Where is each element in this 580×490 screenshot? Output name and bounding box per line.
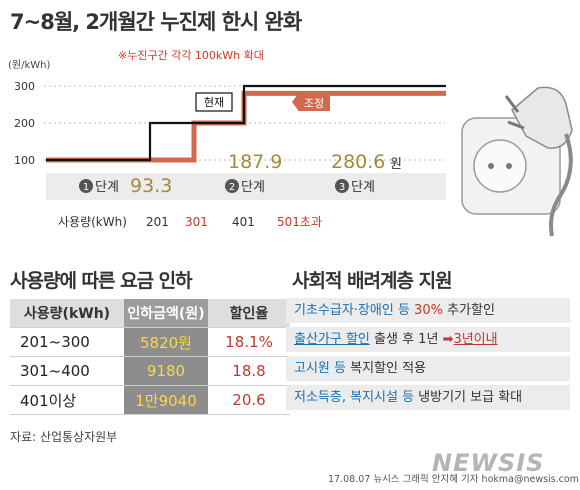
credit-line: 17.08.07 뉴시스 그래픽 안지혜 기자 hokma@newsis.com [328, 474, 579, 485]
support-item-lowincome: 저소득층, 복지시설 등 냉방기기 보급 확대 [286, 385, 570, 410]
tier-3-num: 3 [339, 182, 345, 193]
tier-3: 280.6 원 3 단계 [331, 151, 402, 195]
tier-3-price: 280.6 [331, 151, 385, 173]
tier-1-badge [79, 179, 93, 193]
rate-table: 사용량(kWh) 인하금액(원) 할인율 201~300 5820원 18.1%… [10, 299, 290, 415]
tier-2-price: 187.9 [228, 151, 282, 173]
x-tick-201: 201 [146, 215, 169, 229]
y-tick-300: 300 [14, 80, 35, 93]
row-rate: 20.6 [208, 385, 290, 415]
socket-hole-right [506, 163, 512, 169]
legend-adjusted-box [298, 94, 330, 111]
plug-pin-lower [507, 120, 525, 130]
plug-socket-illustration [461, 86, 573, 237]
tier-3-unit: 원 [390, 157, 402, 172]
legend-adjusted: 조정 [304, 97, 324, 110]
table-row: 401이상 1만9040 20.6 [10, 385, 290, 415]
arrow-right-icon: ➡ [442, 332, 454, 347]
source-note: 자료: 산업통상자원부 [10, 430, 118, 444]
row-amount: 9180 [124, 356, 208, 386]
x-tick-401: 401 [232, 215, 255, 229]
support-item-gosiwon-target: 고시원 등 [294, 361, 346, 376]
chart-note: ※누진구간 각각 100kWh 확대 [118, 49, 264, 62]
tier-1-word: 단계 [95, 180, 119, 195]
support-item-basic: 기초수급자·장애인 등 30% 추가할인 [286, 298, 570, 323]
socket-face [473, 139, 527, 193]
tier-1-price: 93.3 [130, 175, 172, 197]
table-row: 301~400 9180 18.8 [10, 356, 290, 386]
page-title: 7~8월, 2개월간 누진제 한시 완화 [10, 10, 302, 34]
support-item-gosiwon-desc: 복지할인 적용 [345, 361, 427, 376]
row-amount: 5820원 [124, 327, 208, 357]
plug-cable [549, 133, 573, 237]
rate-table-header: 사용량(kWh) 인하금액(원) 할인율 [10, 299, 290, 328]
legend-current-box [195, 92, 233, 112]
tier-1: 1 단계 93.3 [79, 175, 172, 197]
support-item-basic-desc: 추가할인 [442, 303, 495, 318]
plug-body [511, 86, 573, 149]
series-line-current [46, 84, 446, 162]
plug-pin-upper [504, 95, 520, 113]
tier-chart: (원/kWh) 300 200 100 현재 조정 1 단계 93.3 187.… [8, 59, 573, 237]
x-tick-501: 501초과 [277, 215, 322, 229]
support-item-basic-target: 기초수급자·장애인 등 [294, 303, 415, 318]
support-item-birth-new: 3년이내 [453, 332, 498, 347]
row-amount: 1만9040 [124, 385, 208, 415]
legend-current: 현재 [204, 96, 224, 109]
series-line-adjusted [46, 90, 446, 163]
rate-section-title: 사용량에 따른 요금 인하 [10, 270, 193, 292]
y-axis-label: (원/kWh) [8, 59, 50, 71]
support-item-lowincome-target: 저소득층, 복지시설 등 [294, 390, 415, 405]
support-item-gosiwon: 고시원 등 복지할인 적용 [286, 356, 570, 381]
y-tick-100: 100 [14, 154, 35, 167]
support-item-birth-desc: 출생 후 1년 [369, 332, 443, 347]
row-range: 401이상 [10, 385, 124, 415]
y-tick-200: 200 [14, 117, 35, 130]
support-section-title: 사회적 배려계층 지원 [292, 270, 453, 292]
tier-2: 187.9 2 단계 [225, 151, 282, 195]
x-axis-label: 사용량(kWh) [58, 215, 127, 229]
table-row: 201~300 5820원 18.1% [10, 327, 290, 357]
header-rate: 할인율 [208, 299, 290, 328]
tier-2-word: 단계 [241, 180, 265, 195]
support-item-birth-target: 출산가구 할인 [294, 332, 370, 347]
tier-2-badge [225, 179, 239, 193]
row-range: 201~300 [10, 327, 124, 357]
support-item-lowincome-desc: 냉방기기 보급 확대 [414, 390, 523, 405]
tier-band [46, 173, 446, 200]
legend-adjusted-pointer [292, 94, 298, 110]
support-item-basic-pct: 30% [414, 303, 443, 318]
tier-1-num: 1 [83, 182, 89, 193]
row-rate: 18.1% [208, 327, 290, 357]
support-item-birth: 출산가구 할인 출생 후 1년 ➡3년이내 [286, 327, 570, 352]
row-range: 301~400 [10, 356, 124, 386]
row-rate: 18.8 [208, 356, 290, 386]
header-usage: 사용량(kWh) [10, 299, 124, 328]
header-amount: 인하금액(원) [124, 299, 208, 328]
tier-3-badge [335, 179, 349, 193]
socket-hole-left [488, 163, 494, 169]
x-tick-301: 301 [185, 215, 208, 229]
tier-3-word: 단계 [351, 180, 375, 195]
newsis-logo: NEWSIS [432, 449, 545, 477]
support-list: 기초수급자·장애인 등 30% 추가할인 출산가구 할인 출생 후 1년 ➡3년… [286, 298, 570, 414]
tier-2-num: 2 [229, 182, 235, 193]
